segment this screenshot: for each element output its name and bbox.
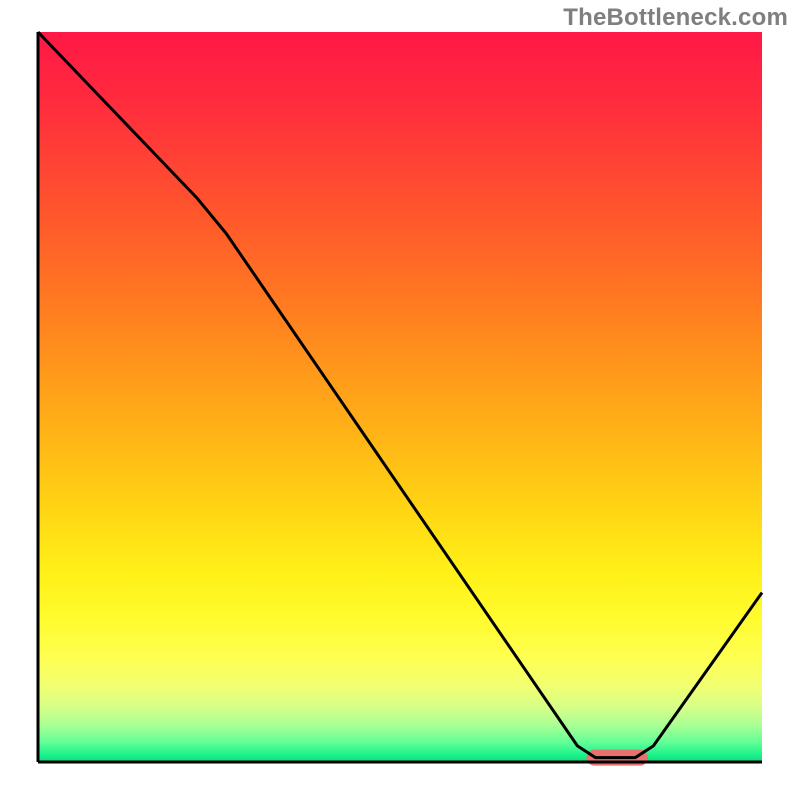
bottleneck-curve-chart	[0, 0, 800, 800]
chart-container: TheBottleneck.com	[0, 0, 800, 800]
watermark-text: TheBottleneck.com	[563, 4, 788, 32]
plot-background	[38, 32, 762, 762]
